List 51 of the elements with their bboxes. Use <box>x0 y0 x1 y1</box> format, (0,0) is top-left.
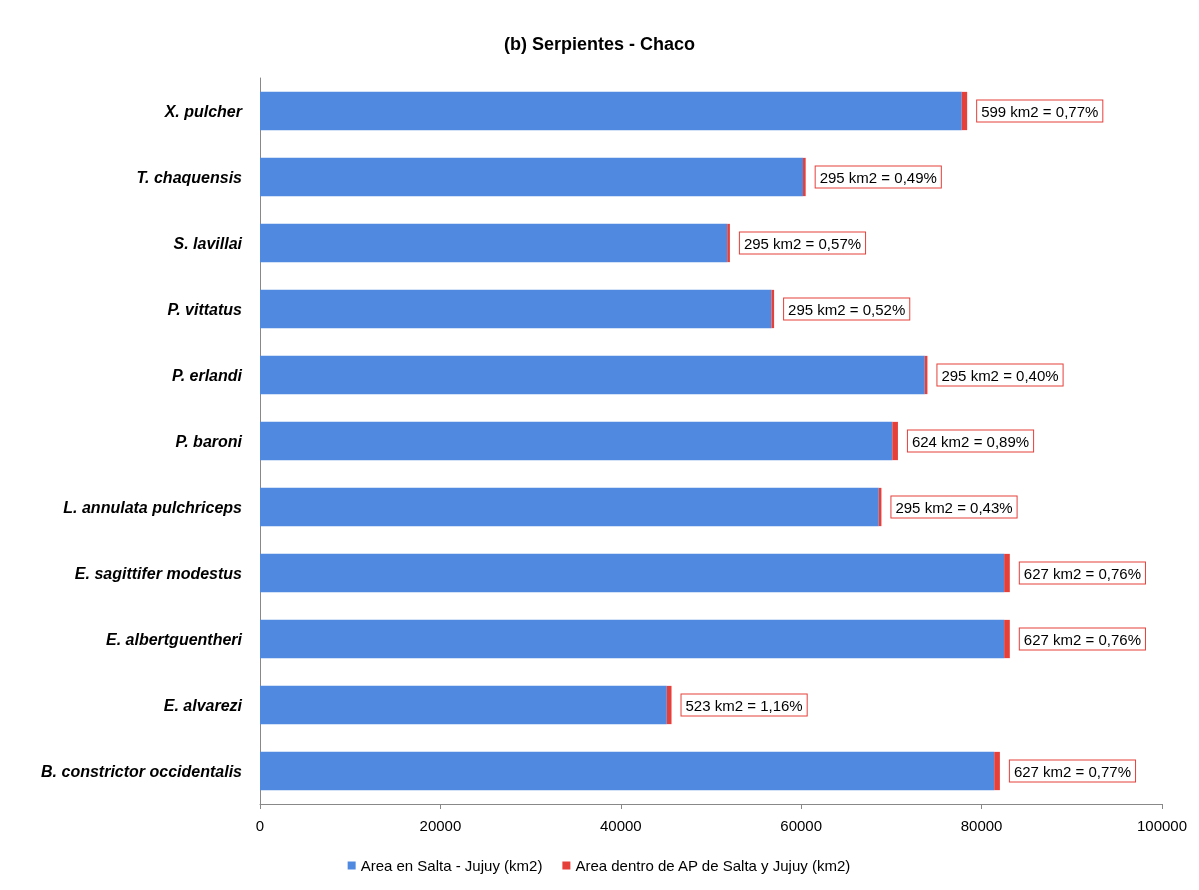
y-tick-label: T. chaquensis <box>136 168 243 186</box>
data-label: 627 km2 = 0,76% <box>1023 630 1141 648</box>
x-tick-label: 60000 <box>780 817 823 834</box>
bar <box>1004 619 1010 659</box>
bar <box>260 421 893 461</box>
data-label: 295 km2 = 0,57% <box>743 234 862 252</box>
bar <box>260 553 1005 593</box>
bar <box>666 685 672 725</box>
bar <box>260 157 803 197</box>
bar <box>994 751 1000 791</box>
y-tick-label: E. alvarezi <box>163 696 243 714</box>
data-label: 295 km2 = 0,52% <box>788 300 906 318</box>
data-label: 624 km2 = 0,89% <box>911 432 1030 450</box>
bar <box>260 223 728 263</box>
data-label: 599 km2 = 0,77% <box>981 102 1099 120</box>
bar <box>260 355 925 395</box>
bar <box>260 619 1005 659</box>
data-label: 523 km2 = 1,16% <box>685 696 803 714</box>
chart-title: (b) Serpientes - Chaco <box>503 34 696 54</box>
bar <box>771 289 775 329</box>
bar <box>961 91 968 131</box>
y-tick-label: B. constrictor occidentalis <box>41 762 243 780</box>
y-tick-label: E. albertguentheri <box>105 630 243 648</box>
data-label: 295 km2 = 0,43% <box>895 498 1013 516</box>
bar <box>892 421 898 461</box>
y-tick-label: L. annulata pulchriceps <box>63 498 243 516</box>
y-tick-label: P. erlandi <box>172 366 243 384</box>
y-tick-label: E. sagittifer modestus <box>74 564 243 582</box>
data-label: 295 km2 = 0,49% <box>819 168 937 186</box>
y-tick-label: S. lavillai <box>173 234 243 252</box>
y-tick-label: X. pulcher <box>163 102 243 120</box>
x-tick-label: 0 <box>255 817 265 834</box>
y-tick-label: P. baroni <box>175 432 243 450</box>
x-tick-label: 20000 <box>419 817 462 834</box>
x-tick-label: 40000 <box>599 817 642 834</box>
bar <box>260 751 995 791</box>
bar <box>803 157 806 197</box>
data-label: 627 km2 = 0,76% <box>1023 564 1141 582</box>
legend-label: Area dentro de AP de Salta y Jujuy (km2) <box>575 857 851 874</box>
x-tick-label: 100000 <box>1136 817 1188 834</box>
bar <box>260 289 772 329</box>
bar <box>260 91 962 131</box>
x-tick-label: 80000 <box>960 817 1003 834</box>
bar <box>727 223 730 263</box>
data-label: 627 km2 = 0,77% <box>1013 762 1132 780</box>
bar <box>260 487 879 527</box>
y-tick-label: P. vittatus <box>167 300 243 318</box>
bar <box>1004 553 1010 593</box>
legend-label: Area en Salta - Jujuy (km2) <box>360 857 543 874</box>
data-label: 295 km2 = 0,40% <box>941 366 1059 384</box>
bar <box>260 685 667 725</box>
